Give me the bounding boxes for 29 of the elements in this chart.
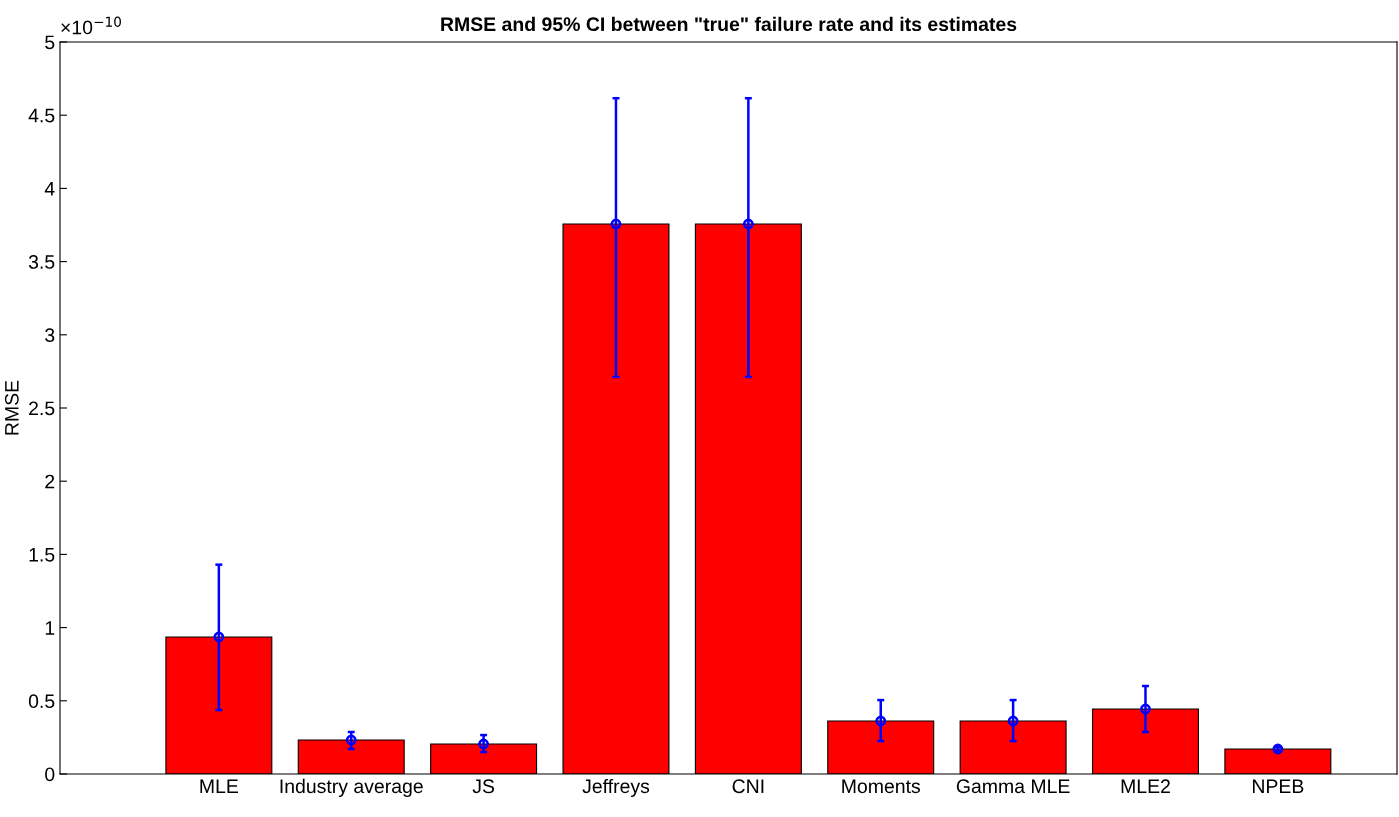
y-tick-label: 0	[45, 767, 55, 782]
x-tick-label: MLE2	[1121, 779, 1170, 793]
x-tick-label: CNI	[732, 779, 764, 794]
x-tick-label: Jeffreys	[582, 778, 650, 797]
y-tick-label: 4.5	[28, 108, 55, 123]
y-tick-label: 3.5	[28, 255, 55, 269]
x-tick-label: Gamma MLE	[956, 779, 1070, 794]
point	[1007, 715, 1019, 727]
x-tick-label: JS	[472, 779, 495, 794]
y-tick-label: 5	[45, 35, 55, 50]
point	[610, 218, 622, 230]
point	[213, 631, 225, 643]
point	[1140, 703, 1151, 715]
y-tick-label: 2	[45, 474, 55, 489]
text: ×10$^{−10}$	[61, 16, 121, 35]
point	[875, 715, 887, 727]
x-tick-label: Moments	[842, 779, 921, 794]
chart-title: RMSE and 95% CI between "true" failure rate and its estimates	[441, 16, 1017, 32]
x-tick-label: Industry average	[280, 778, 423, 797]
y-tick-label: 0.5	[28, 694, 55, 709]
y-tick-label: 2.5	[29, 401, 55, 416]
y-axis-title: RMSE	[4, 380, 19, 435]
y-tick-label: 3	[45, 328, 55, 343]
x-tick-label: NPEB	[1252, 779, 1304, 793]
point	[742, 218, 754, 230]
y-tick-label: 1	[45, 621, 55, 635]
x-tick-label: MLE	[200, 779, 239, 793]
y-tick-label: 1.5	[29, 548, 55, 562]
y-tick-label: 4	[44, 182, 55, 196]
